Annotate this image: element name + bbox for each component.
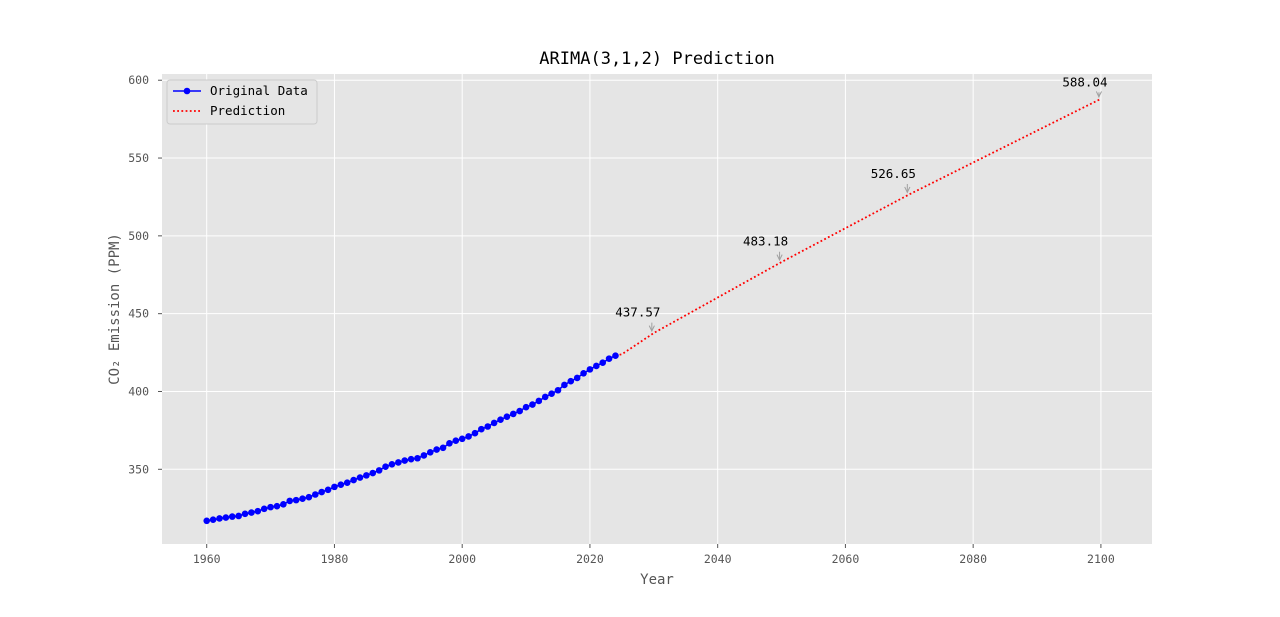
original-data-point: [350, 477, 357, 484]
original-data-point: [401, 457, 408, 464]
original-data-point: [453, 437, 460, 444]
x-tick-label: 2100: [1087, 552, 1115, 566]
original-data-point: [421, 452, 428, 459]
original-data-point: [484, 423, 491, 430]
original-data-point: [433, 446, 440, 453]
original-data-point: [235, 513, 242, 520]
annotation-label: 437.57: [615, 305, 660, 320]
original-data-point: [299, 495, 306, 502]
original-data-point: [293, 497, 300, 504]
original-data-point: [542, 394, 549, 401]
y-tick-label: 550: [128, 151, 149, 165]
original-data-point: [446, 440, 453, 447]
original-data-point: [497, 416, 504, 423]
original-data-point: [357, 474, 364, 481]
original-data-point: [548, 390, 555, 397]
original-data-point: [280, 501, 287, 508]
original-data-point: [516, 408, 523, 415]
original-data-point: [229, 513, 236, 520]
x-tick-label: 2080: [959, 552, 987, 566]
original-data-point: [529, 401, 536, 408]
original-data-point: [216, 515, 223, 522]
original-data-point: [389, 461, 396, 468]
annotation-label: 588.04: [1062, 74, 1107, 89]
y-tick-label: 350: [128, 462, 149, 476]
original-data-point: [580, 370, 587, 377]
original-data-point: [523, 404, 530, 411]
legend-label-original-data: Original Data: [210, 83, 308, 98]
original-data-point: [599, 359, 606, 366]
original-data-point: [274, 503, 281, 510]
original-data-point: [478, 426, 485, 433]
legend: Original Data Prediction: [167, 80, 317, 124]
x-tick-label: 2000: [448, 552, 476, 566]
legend-marker-original-data: [184, 88, 191, 95]
original-data-point: [510, 411, 517, 418]
original-data-point: [504, 413, 511, 420]
original-data-point: [427, 449, 434, 456]
original-data-point: [248, 509, 255, 516]
x-tick-label: 1960: [193, 552, 221, 566]
original-data-point: [210, 516, 217, 523]
y-tick-label: 500: [128, 229, 149, 243]
annotation-label: 526.65: [871, 166, 916, 181]
original-data-point: [382, 463, 389, 470]
annotation-label: 483.18: [743, 234, 788, 249]
original-data-point: [414, 455, 421, 462]
original-data-point: [408, 456, 415, 463]
original-data-point: [223, 514, 230, 521]
original-data-point: [612, 352, 619, 359]
original-data-point: [459, 435, 466, 442]
original-data-point: [331, 484, 338, 491]
original-data-point: [203, 518, 210, 525]
original-data-point: [472, 430, 479, 437]
original-data-point: [555, 387, 562, 394]
original-data-point: [286, 498, 293, 505]
original-data-point: [395, 459, 402, 466]
original-data-point: [255, 508, 262, 515]
original-data-point: [369, 470, 376, 477]
original-data-point: [376, 467, 383, 474]
original-data-point: [261, 506, 268, 513]
original-data-point: [440, 445, 447, 452]
original-data-point: [312, 491, 319, 498]
original-data-point: [587, 366, 594, 373]
original-data-point: [344, 479, 351, 486]
x-tick-label: 2060: [832, 552, 860, 566]
legend-label-prediction: Prediction: [210, 103, 285, 118]
original-data-point: [338, 481, 345, 488]
chart-title: ARIMA(3,1,2) Prediction: [539, 49, 774, 69]
original-data-point: [465, 433, 472, 440]
x-axis-title: Year: [640, 572, 674, 588]
original-data-point: [574, 375, 581, 382]
original-data-point: [267, 504, 274, 511]
original-data-point: [363, 472, 370, 479]
original-data-point: [318, 489, 325, 496]
x-tick-label: 1980: [321, 552, 349, 566]
original-data-point: [491, 420, 498, 427]
y-axis-title: CO₂ Emission (PPM): [107, 233, 123, 385]
y-tick-label: 600: [128, 73, 149, 87]
x-tick-label: 2040: [704, 552, 732, 566]
original-data-point: [306, 494, 313, 501]
original-data-point: [606, 355, 613, 362]
original-data-point: [593, 363, 600, 370]
y-tick-label: 450: [128, 307, 149, 321]
original-data-point: [567, 378, 574, 385]
y-tick-label: 400: [128, 384, 149, 398]
original-data-point: [242, 511, 249, 518]
original-data-point: [561, 382, 568, 389]
x-tick-label: 2020: [576, 552, 604, 566]
original-data-point: [325, 487, 332, 494]
original-data-point: [536, 398, 543, 405]
